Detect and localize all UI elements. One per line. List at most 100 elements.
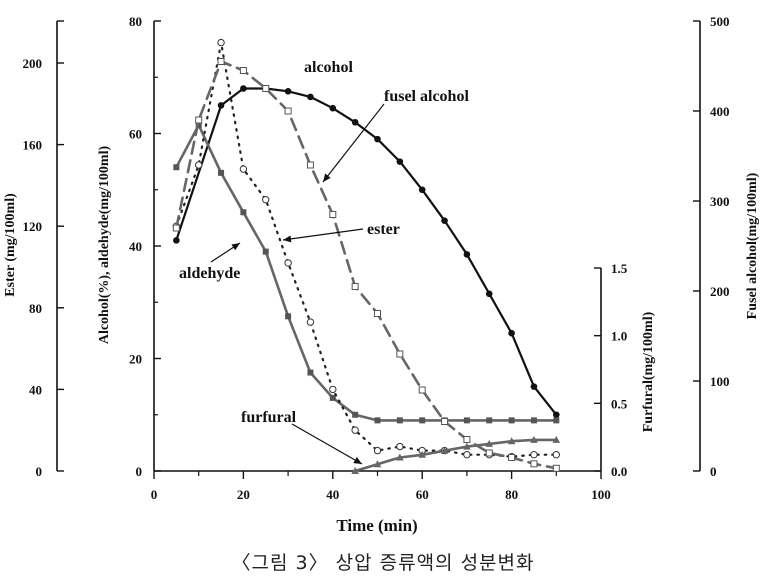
furfural-point <box>552 435 561 443</box>
ester-point <box>396 442 404 451</box>
main-axis-title: Alcohol(%), aldehyde(mg/100ml) <box>97 146 112 345</box>
fusel-tick-label: 400 <box>710 104 730 119</box>
aldehyde-point <box>285 313 292 320</box>
alcohol-point <box>553 411 560 419</box>
ester-point <box>463 450 471 459</box>
ester-point <box>217 38 225 47</box>
aldehyde-point <box>374 417 381 424</box>
furfural-tick-label: 1.0 <box>611 329 627 344</box>
annotation-aldehyde: aldehyde <box>179 265 240 282</box>
furfural-axis-title: Furfural(mg/100ml) <box>641 311 656 432</box>
fusel-alcohol-point <box>195 116 203 124</box>
ester-series-line <box>175 41 558 458</box>
fusel-alcohol-point <box>172 224 180 232</box>
alcohol-point <box>217 102 225 109</box>
ester-point <box>552 450 560 459</box>
main-tick-label: 20 <box>129 352 142 367</box>
furfural-point <box>373 460 382 468</box>
fusel-alcohol-point <box>396 350 404 358</box>
alcohol-point <box>284 88 292 95</box>
ester-point <box>329 385 337 394</box>
annotation-ester: ester <box>367 221 400 238</box>
fusel-alcohol-point <box>239 67 247 74</box>
aldehyde-point <box>553 417 560 424</box>
fusel-alcohol-point <box>374 310 381 317</box>
ester-point <box>306 318 315 326</box>
x-tick-label: 40 <box>326 487 339 502</box>
alcohol-point <box>307 93 314 101</box>
furfural-point <box>530 435 538 443</box>
annotation-fusel-alcohol-leader <box>322 103 385 183</box>
alcohol-point <box>463 251 471 258</box>
ester-point <box>530 450 538 459</box>
ester-tick-label: 80 <box>29 301 42 316</box>
furfural-tick-label: 0.5 <box>611 396 628 411</box>
aldehyde-point <box>329 394 336 401</box>
annotation-furfural-arrowhead <box>353 456 362 464</box>
aldehyde-point <box>218 169 225 176</box>
main-tick-label: 0 <box>136 464 143 479</box>
alcohol-point <box>418 186 426 194</box>
ester-point <box>373 446 382 455</box>
fusel-alcohol-point <box>329 211 337 218</box>
alcohol-point <box>396 158 404 165</box>
annotation-ester-arrowhead <box>283 235 292 243</box>
alcohol-point <box>441 217 448 224</box>
annotation-aldehyde-arrowhead <box>231 243 240 251</box>
fusel-alcohol-point <box>485 449 493 457</box>
fusel-tick-label: 100 <box>710 374 730 389</box>
fusel-alcohol-point <box>284 107 292 115</box>
x-axis-title: Time (min) <box>336 516 417 535</box>
main-tick-label: 60 <box>129 127 142 142</box>
fusel-tick-label: 200 <box>710 284 730 299</box>
fusel-alcohol-point <box>262 85 270 92</box>
alcohol-point <box>240 85 247 92</box>
furfural-point <box>351 467 359 474</box>
aldehyde-point <box>240 209 247 216</box>
ester-axis-title: Ester (mg/100ml) <box>3 193 18 297</box>
aldehyde-point <box>463 417 470 424</box>
fusel-alcohol-point <box>306 161 314 169</box>
fusel-alcohol-point <box>508 454 516 461</box>
fusel-alcohol-point <box>530 460 538 468</box>
ester-point <box>239 165 248 173</box>
furfural-point <box>440 446 449 454</box>
alcohol-point <box>351 118 359 126</box>
ester-tick-label: 40 <box>29 382 42 397</box>
fusel-alcohol-point <box>351 283 359 290</box>
fusel-alcohol-point <box>217 58 225 65</box>
fusel-alcohol-point <box>552 464 560 472</box>
fusel-axis-title: Fusel alcohol(mg/100ml) <box>745 172 760 319</box>
aldehyde-point <box>352 411 359 418</box>
furfural-tick-label: 1.5 <box>611 261 628 276</box>
aldehyde-point <box>307 369 314 376</box>
furfural-point <box>485 439 494 447</box>
aldehyde-point <box>486 417 493 424</box>
ester-point <box>351 426 359 434</box>
main-tick-label: 40 <box>129 239 142 254</box>
fusel-alcohol-point <box>463 436 471 443</box>
x-tick-label: 80 <box>505 487 518 502</box>
axes-layer: 0 20 40 60 80 Alcohol(%), aldehyde(mg/100ml) 0… <box>3 14 760 502</box>
aldehyde-point <box>396 417 403 424</box>
ester-tick-label: 200 <box>23 56 43 71</box>
ester-tick-label: 0 <box>36 464 43 479</box>
x-tick-label: 20 <box>237 487 250 502</box>
fusel-alcohol-point <box>418 386 426 394</box>
aldehyde-point <box>508 417 515 424</box>
alcohol-point <box>374 135 381 143</box>
annotation-furfural-leader <box>291 423 363 465</box>
main-tick-label: 80 <box>129 14 142 29</box>
annotation-fusel-alcohol: fusel alcohol <box>384 88 469 105</box>
furfural-point <box>463 442 471 450</box>
furfural-point <box>507 437 516 445</box>
fusel-tick-label: 0 <box>710 464 717 479</box>
annotation-ester-leader <box>282 228 364 241</box>
aldehyde-point <box>419 417 426 424</box>
aldehyde-point <box>530 417 537 424</box>
figure-caption: 〈그림 3〉 상압 증류액의 성분변화 <box>231 552 535 574</box>
annotation-furfural: furfural <box>241 409 297 426</box>
aldehyde-point <box>262 248 269 255</box>
x-tick-label: 100 <box>591 487 611 502</box>
alcohol-series-line <box>175 87 558 416</box>
